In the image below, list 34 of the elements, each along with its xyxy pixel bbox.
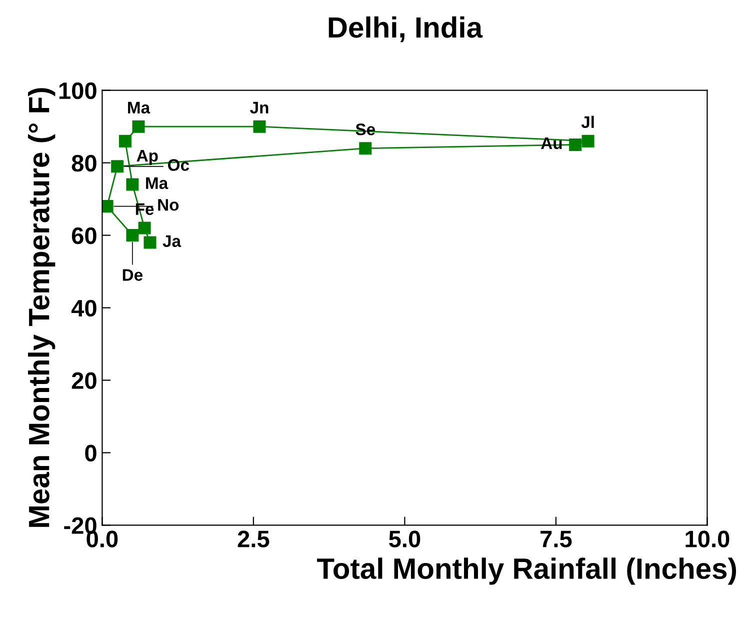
x-tick-label: 10.0 — [686, 530, 730, 548]
point — [359, 142, 372, 155]
annotation: No — [158, 199, 179, 211]
x-axis-title: Total Monthly Rainfall (Inches) — [317, 558, 736, 585]
x-tick-label: 2.5 — [238, 530, 270, 548]
annotation: Ma — [146, 177, 168, 190]
point — [138, 222, 151, 234]
y-tick-label: 40 — [71, 300, 96, 317]
y-tick-label: 0 — [85, 444, 96, 462]
x-tick-label: 7.5 — [540, 530, 572, 548]
y-axis-title: Mean Monthly Temperature (° F) — [28, 88, 56, 527]
point — [569, 138, 582, 151]
point — [126, 178, 139, 191]
point — [126, 229, 139, 242]
point — [253, 120, 266, 133]
point — [102, 200, 114, 213]
annotation: De — [122, 269, 143, 281]
annotation: Ma — [128, 102, 150, 114]
annotation: Jn — [250, 102, 268, 114]
point — [111, 160, 124, 173]
annotation: Jl — [581, 116, 594, 128]
annotation: Ja — [162, 235, 182, 248]
annotation: Ap — [136, 150, 158, 165]
point — [118, 134, 132, 148]
x-tick-label: 5.0 — [389, 530, 420, 548]
y-tick-label: 20 — [72, 372, 96, 390]
y-tick-label: 100 — [59, 82, 96, 100]
y-tick-label: 80 — [72, 154, 96, 172]
y-tick-label: 60 — [72, 227, 96, 244]
point — [132, 120, 145, 133]
chart-title: Delhi, India — [328, 16, 483, 42]
point — [144, 236, 156, 249]
annotation: Oc — [168, 159, 190, 171]
point — [582, 134, 594, 148]
